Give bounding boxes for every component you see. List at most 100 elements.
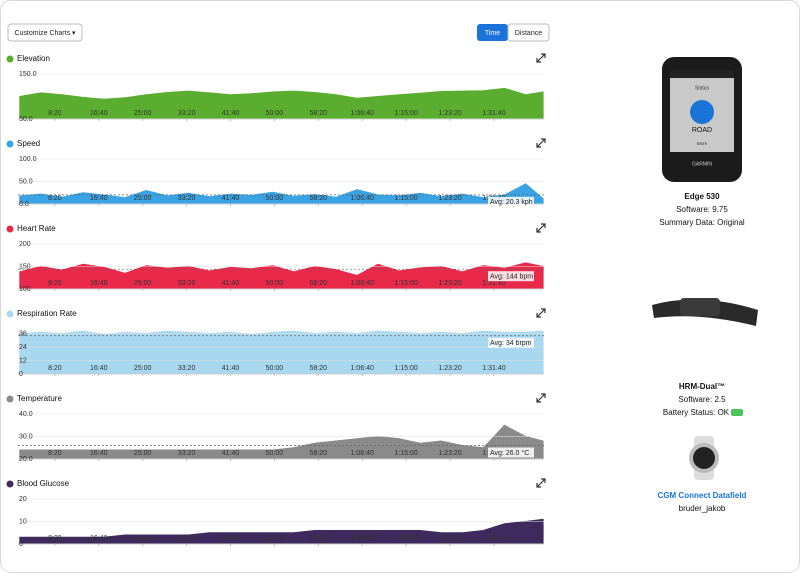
x-tick-label: 1:31:40 (482, 280, 505, 287)
x-tick-label: 58:20 (310, 365, 328, 372)
y-tick-label: 10 (19, 518, 27, 525)
expand-icon (536, 223, 546, 233)
y-tick-label: 150.0 (19, 71, 37, 78)
x-tick-label: 1:23:20 (438, 535, 461, 542)
y-tick-label: 50.0 (19, 178, 33, 185)
x-tick-label: 50:00 (266, 535, 284, 542)
average-box (488, 337, 534, 348)
area-series (19, 424, 544, 460)
y-tick-label: 200 (19, 241, 31, 248)
average-label: Avg: 26.0 °C (490, 449, 529, 457)
device-info: Summary Data: Original (659, 218, 745, 227)
x-tick-label: 25:00 (134, 110, 152, 117)
x-tick-label: 58:20 (310, 280, 328, 287)
y-tick-label: 20 (19, 496, 27, 503)
y-tick-label: 50.0 (19, 116, 33, 123)
x-tick-label: 1:23:20 (438, 110, 461, 117)
brand-text: GARMIN (692, 161, 712, 167)
x-tick-label: 16:40 (90, 110, 108, 117)
x-tick-label: 1:23:20 (438, 365, 461, 372)
device-name: Edge 530 (684, 192, 720, 201)
area-series (19, 518, 544, 545)
x-tick-label: 1:15:00 (394, 450, 417, 457)
x-tick-label: 50:00 (266, 365, 284, 372)
toggle-distance[interactable] (507, 23, 550, 42)
device-info: Software: 2.5 (678, 395, 726, 404)
screen-text: ROAD (692, 127, 712, 134)
x-tick-label: 41:40 (222, 195, 240, 202)
x-tick-label: 41:40 (222, 365, 240, 372)
x-tick-label: 8:20 (48, 450, 62, 457)
average-box (488, 196, 534, 207)
legend-dot (6, 140, 14, 148)
screen-text: More (697, 141, 708, 146)
x-tick-label: 33:20 (178, 450, 196, 457)
customize-button[interactable] (7, 23, 83, 42)
x-tick-label: 16:40 (90, 535, 108, 542)
y-tick-label: 0 (19, 371, 23, 378)
x-tick-label: 1:15:00 (394, 535, 417, 542)
x-tick-label: 1:06:40 (351, 365, 374, 372)
toggle-label[interactable]: Distance (515, 30, 542, 37)
x-tick-label: 1:31:40 (482, 365, 505, 372)
toggle-time[interactable] (477, 24, 508, 41)
x-tick-label: 1:06:40 (351, 280, 374, 287)
y-tick-label: 24 (19, 344, 27, 351)
x-tick-label: 58:20 (310, 450, 328, 457)
bike-icon (690, 100, 714, 124)
legend-dot (6, 480, 14, 488)
device-name: HRM-Dual™ (679, 382, 725, 391)
x-tick-label: 1:06:40 (351, 450, 374, 457)
average-label: Avg: 20.3 kph (490, 199, 533, 206)
device-info: Battery Status: OK (663, 408, 730, 417)
x-tick-label: 16:40 (90, 450, 108, 457)
x-tick-label: 16:40 (90, 280, 108, 287)
y-tick-label: 36 (19, 330, 27, 337)
y-tick-label: 150 (19, 263, 31, 270)
chart-title: Speed (17, 139, 40, 148)
x-tick-label: 41:40 (222, 450, 240, 457)
customize-label[interactable]: Customize Charts ▾ (14, 30, 76, 37)
x-tick-label: 1:31:40 (482, 535, 505, 542)
legend-dot (6, 395, 14, 403)
x-tick-label: 33:20 (178, 535, 196, 542)
x-tick-label: 1:15:00 (394, 365, 417, 372)
x-tick-label: 16:40 (90, 195, 108, 202)
y-tick-label: 0.0 (19, 201, 29, 208)
chart-title: Blood Glucose (17, 479, 70, 488)
y-tick-label: 12 (19, 357, 27, 364)
toggle-label[interactable]: Time (485, 30, 500, 37)
x-tick-label: 16:40 (90, 365, 108, 372)
expand-icon (536, 308, 546, 318)
x-tick-label: 50:00 (266, 110, 284, 117)
x-tick-label: 33:20 (178, 110, 196, 117)
x-tick-label: 1:06:40 (351, 535, 374, 542)
x-tick-label: 1:23:20 (438, 450, 461, 457)
x-tick-label: 8:20 (48, 280, 62, 287)
x-tick-label: 58:20 (310, 535, 328, 542)
x-tick-label: 25:00 (134, 280, 152, 287)
x-tick-label: 50:00 (266, 450, 284, 457)
average-box (488, 271, 534, 282)
y-tick-label: 40.0 (19, 411, 33, 418)
legend-dot (6, 55, 14, 63)
device-info: bruder_jakob (679, 504, 726, 513)
y-tick-label: 100 (19, 286, 31, 293)
chart-title: Elevation (17, 54, 50, 63)
x-tick-label: 50:00 (266, 195, 284, 202)
expand-icon (536, 138, 546, 148)
x-tick-label: 8:20 (48, 195, 62, 202)
x-tick-label: 25:00 (134, 365, 152, 372)
chart-title: Respiration Rate (17, 309, 77, 318)
legend-dot (6, 225, 14, 233)
device-link[interactable]: CGM Connect Datafield (658, 491, 747, 500)
y-tick-label: 20.0 (19, 456, 33, 463)
x-tick-label: 1:23:20 (438, 195, 461, 202)
watch-face (693, 447, 715, 469)
hrm-module (680, 298, 720, 316)
y-tick-label: 100.0 (19, 156, 37, 163)
x-tick-label: 1:31:40 (482, 110, 505, 117)
x-tick-label: 50:00 (266, 280, 284, 287)
x-tick-label: 1:06:40 (351, 195, 374, 202)
device-statusbar (670, 70, 734, 78)
